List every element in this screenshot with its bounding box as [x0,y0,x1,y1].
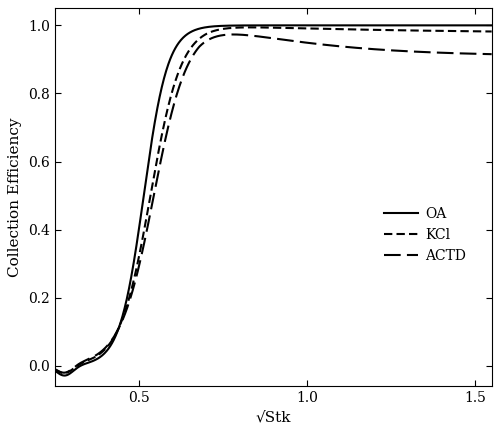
OA [229,23,235,28]
KCl [352,27,358,32]
ACTD [96,350,102,355]
Legend: OA, KCl, ACTD: OA, KCl, ACTD [378,202,472,268]
OA [96,355,102,360]
ACTD [230,32,236,37]
ACTD [401,48,407,54]
ACTD [61,370,67,375]
Y-axis label: Collection Efficiency: Collection Efficiency [8,117,22,277]
ACTD [488,52,494,57]
OA [488,23,494,28]
OA [52,368,58,373]
OA [244,23,250,28]
KCl [229,26,235,31]
Line: ACTD: ACTD [54,35,492,373]
OA [400,23,406,28]
ACTD [394,48,400,53]
KCl [96,351,102,356]
Line: KCl: KCl [54,27,492,373]
Line: OA: OA [54,26,492,375]
ACTD [245,32,251,38]
KCl [394,28,400,33]
X-axis label: √Stk: √Stk [256,410,291,425]
OA [393,23,399,28]
ACTD [52,366,58,372]
KCl [52,367,58,372]
KCl [244,25,250,30]
KCl [61,371,67,376]
ACTD [352,45,358,50]
ACTD [229,32,235,37]
KCl [401,28,407,33]
OA [61,373,67,378]
OA [352,23,358,28]
KCl [488,29,494,34]
KCl [248,25,254,30]
